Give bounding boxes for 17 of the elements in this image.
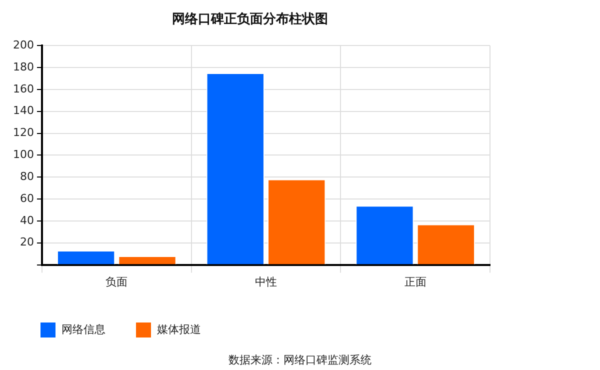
y-tick-label: 100: [12, 148, 34, 162]
y-tick-label: 160: [12, 82, 34, 96]
y-tick-label: 180: [12, 60, 34, 74]
y-tick-label: 60: [20, 192, 34, 205]
y-tick-label: 200: [12, 38, 34, 52]
source-note: 数据来源：网络口碑监测系统: [228, 353, 372, 366]
legend-label: 媒体报道: [157, 322, 201, 336]
y-tick-label: 80: [20, 170, 34, 183]
x-tick-label: 正面: [404, 275, 426, 288]
y-tick-label: 20: [20, 236, 34, 249]
chart-title: 网络口碑正负面分布柱状图: [172, 12, 328, 28]
y-tick-label: 140: [12, 104, 34, 118]
y-tick-label: 40: [20, 214, 34, 227]
y-tick-label: 120: [12, 126, 34, 140]
x-tick-label: 负面: [106, 275, 128, 288]
x-tick-label: 中性: [255, 275, 277, 288]
legend-label: 网络信息: [62, 322, 106, 336]
